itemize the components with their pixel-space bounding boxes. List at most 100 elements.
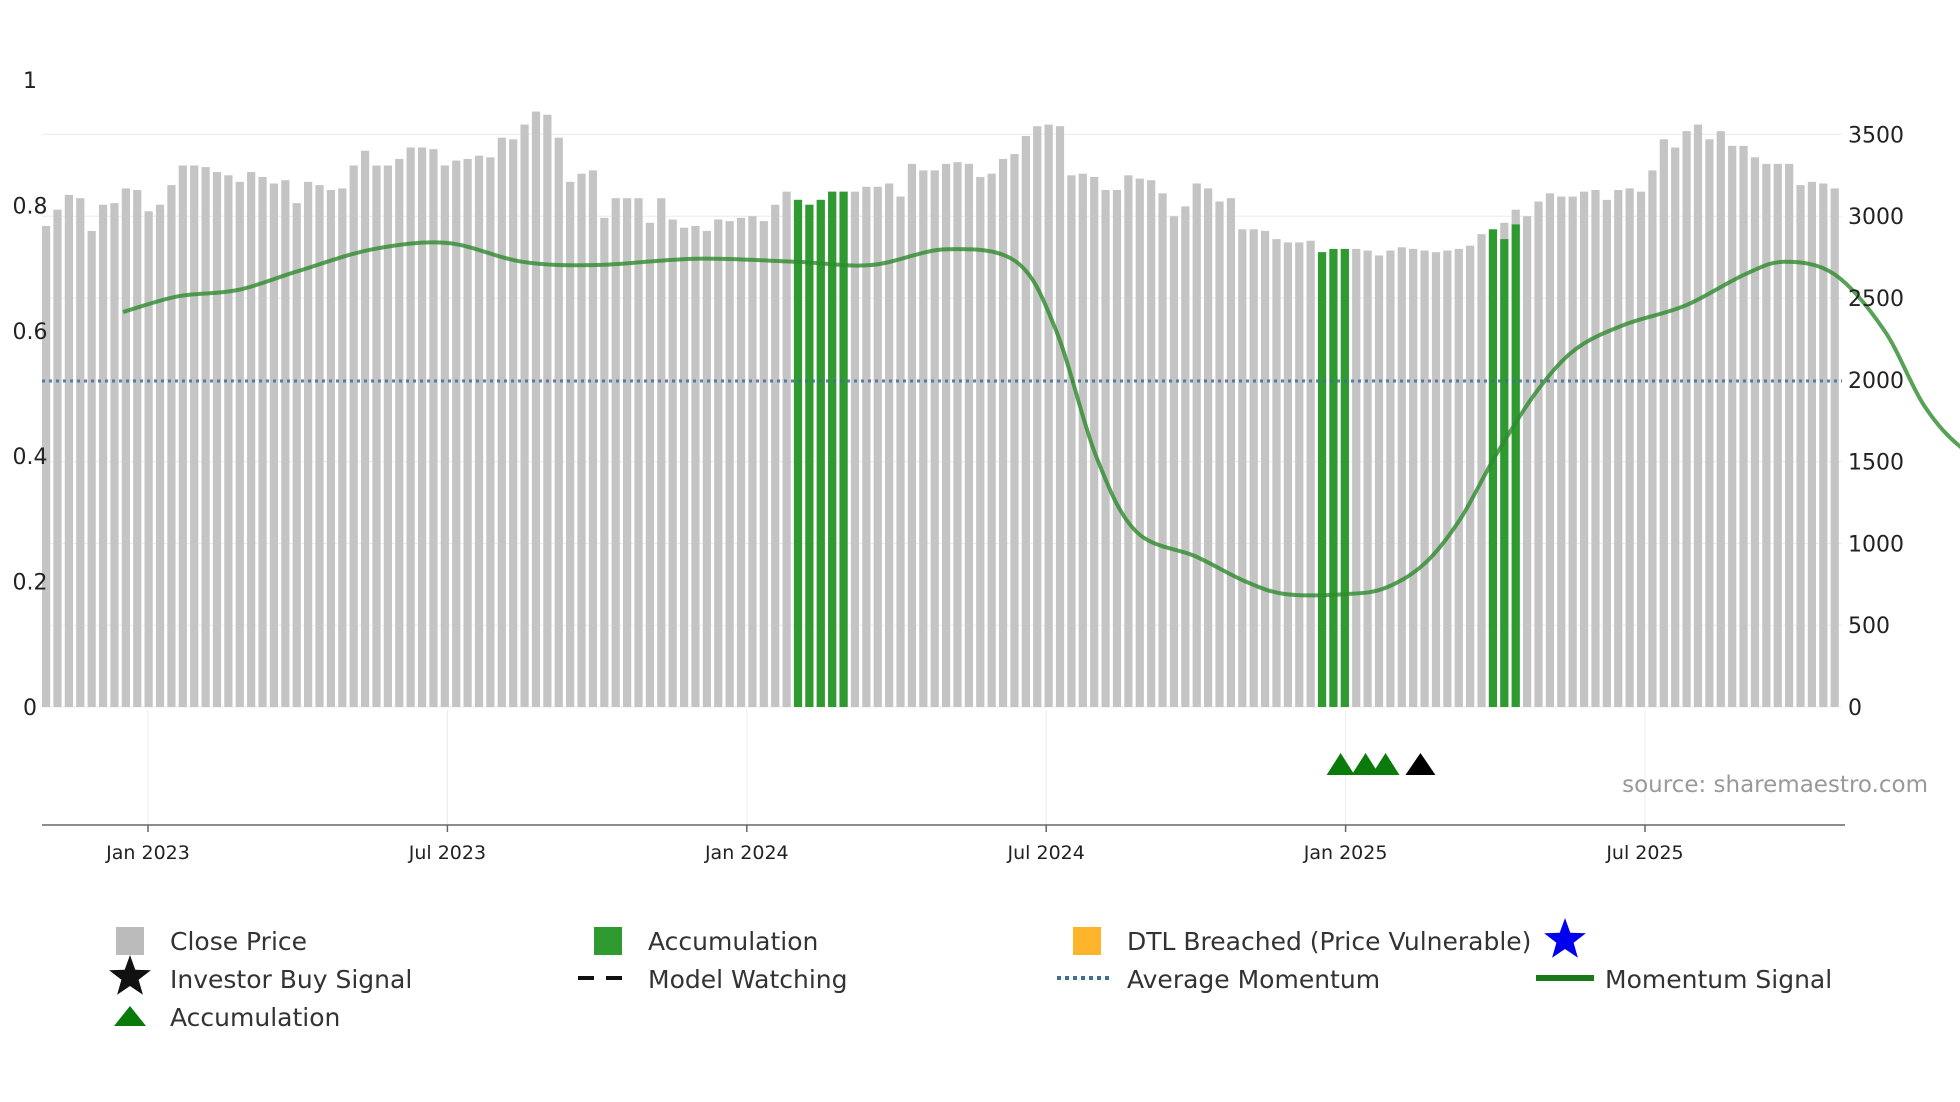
price-bar — [850, 191, 860, 707]
price-bar — [1557, 196, 1566, 707]
left-tick-label: 1 — [23, 69, 37, 94]
price-bar — [1363, 250, 1372, 707]
left-axis-ticks: 0 0.2 0.4 0.6 0.8 1 — [13, 69, 48, 721]
right-tick-label: 500 — [1848, 614, 1890, 639]
price-bar — [1739, 145, 1748, 708]
price-bar — [725, 221, 734, 707]
price-bar — [1807, 181, 1817, 707]
price-bar — [907, 163, 917, 707]
legend-dtl-swatch — [1073, 927, 1101, 955]
price-bar — [1625, 188, 1634, 707]
price-bar — [1260, 230, 1270, 707]
price-bar — [53, 209, 62, 707]
price-bar — [1295, 242, 1304, 707]
price-bar — [42, 226, 51, 708]
price-bar — [657, 198, 666, 708]
legend-close-price: Close Price — [170, 927, 307, 956]
legend-accumulation-bar: Accumulation — [648, 927, 818, 956]
right-tick-label: 3500 — [1848, 123, 1904, 148]
source-label: source: sharemaestro.com — [1622, 772, 1928, 798]
price-bar — [167, 185, 176, 708]
left-tick-label: 0.8 — [13, 194, 48, 219]
legend-investor-star-icon — [109, 955, 151, 995]
accumulation-triangle-icon — [1326, 753, 1355, 775]
price-bar — [349, 165, 358, 707]
price-bar — [748, 216, 757, 707]
right-tick-label: 0 — [1848, 696, 1862, 721]
price-bar — [76, 198, 85, 708]
price-bar — [862, 186, 871, 707]
x-axis-ticks: Jan 2023 Jul 2023 Jan 2024 Jul 2024 Jan 2025… — [105, 825, 1684, 864]
price-bar — [1112, 190, 1122, 708]
price-bar — [691, 226, 700, 708]
legend-smart-money-star-icon — [1544, 918, 1586, 958]
price-bar — [885, 183, 894, 708]
price-bar — [235, 181, 244, 707]
price-bar — [133, 190, 142, 708]
right-tick-label: 1500 — [1848, 451, 1904, 476]
price-bar — [258, 176, 267, 707]
price-bar — [679, 227, 689, 708]
price-bar — [1409, 248, 1418, 708]
legend-accumulation-triangle-icon — [114, 1006, 146, 1026]
price-bar — [1716, 131, 1725, 708]
accumulation-triangle-icon — [1371, 753, 1400, 775]
price-bar — [702, 230, 711, 707]
accumulation-bar — [1317, 252, 1327, 707]
price-bar — [201, 167, 210, 707]
price-bar — [1682, 131, 1691, 708]
x-tick-label: Jul 2024 — [1007, 842, 1085, 864]
price-bar — [121, 188, 130, 707]
price-bar — [782, 191, 791, 707]
price-bar — [1454, 248, 1463, 708]
price-bar — [509, 139, 518, 708]
price-bar — [771, 204, 780, 708]
price-bar — [1420, 250, 1429, 707]
price-bar — [110, 203, 119, 707]
right-tick-label: 1000 — [1848, 532, 1904, 557]
price-bar — [1204, 188, 1213, 707]
price-bar — [611, 198, 620, 708]
price-bar — [919, 170, 928, 708]
accumulation-bar — [1500, 239, 1509, 707]
price-bar — [486, 157, 495, 707]
price-bar — [1568, 196, 1577, 707]
momentum-signal-line — [122, 240, 1960, 598]
legend-accumulation-swatch — [594, 927, 622, 955]
price-bar — [1215, 201, 1224, 707]
price-bar — [600, 217, 609, 707]
left-tick-label: 0.4 — [13, 445, 48, 470]
price-bar — [452, 160, 461, 708]
price-bar — [543, 114, 552, 707]
price-bar — [1249, 229, 1258, 707]
price-bar — [1796, 185, 1805, 708]
price-bar — [896, 196, 905, 707]
price-bar — [1124, 175, 1133, 708]
right-tick-label: 2000 — [1848, 369, 1904, 394]
accumulation-bar — [839, 191, 848, 707]
price-bar — [440, 165, 449, 707]
accumulation-bar — [1340, 248, 1349, 708]
price-bar — [247, 172, 256, 707]
price-bar — [1750, 157, 1760, 707]
price-bar — [1055, 126, 1065, 708]
price-bar — [1238, 229, 1247, 707]
price-bar — [942, 163, 951, 707]
left-tick-label: 0.2 — [13, 571, 48, 596]
price-bar — [87, 230, 96, 707]
price-bar — [1158, 193, 1167, 707]
price-bar — [1443, 250, 1452, 707]
price-bar — [1283, 242, 1292, 707]
price-bar — [566, 181, 575, 707]
price-bar — [1534, 201, 1543, 707]
price-bar — [497, 137, 506, 707]
price-bar — [588, 170, 598, 708]
accumulation-bar — [1488, 229, 1498, 707]
price-bar — [417, 147, 427, 707]
left-tick-label: 0 — [23, 696, 37, 721]
price-bar — [1067, 175, 1076, 708]
signal-markers — [1326, 753, 1436, 775]
price-bar — [520, 124, 529, 708]
price-bar — [1819, 183, 1828, 708]
price-bar — [1033, 126, 1042, 708]
